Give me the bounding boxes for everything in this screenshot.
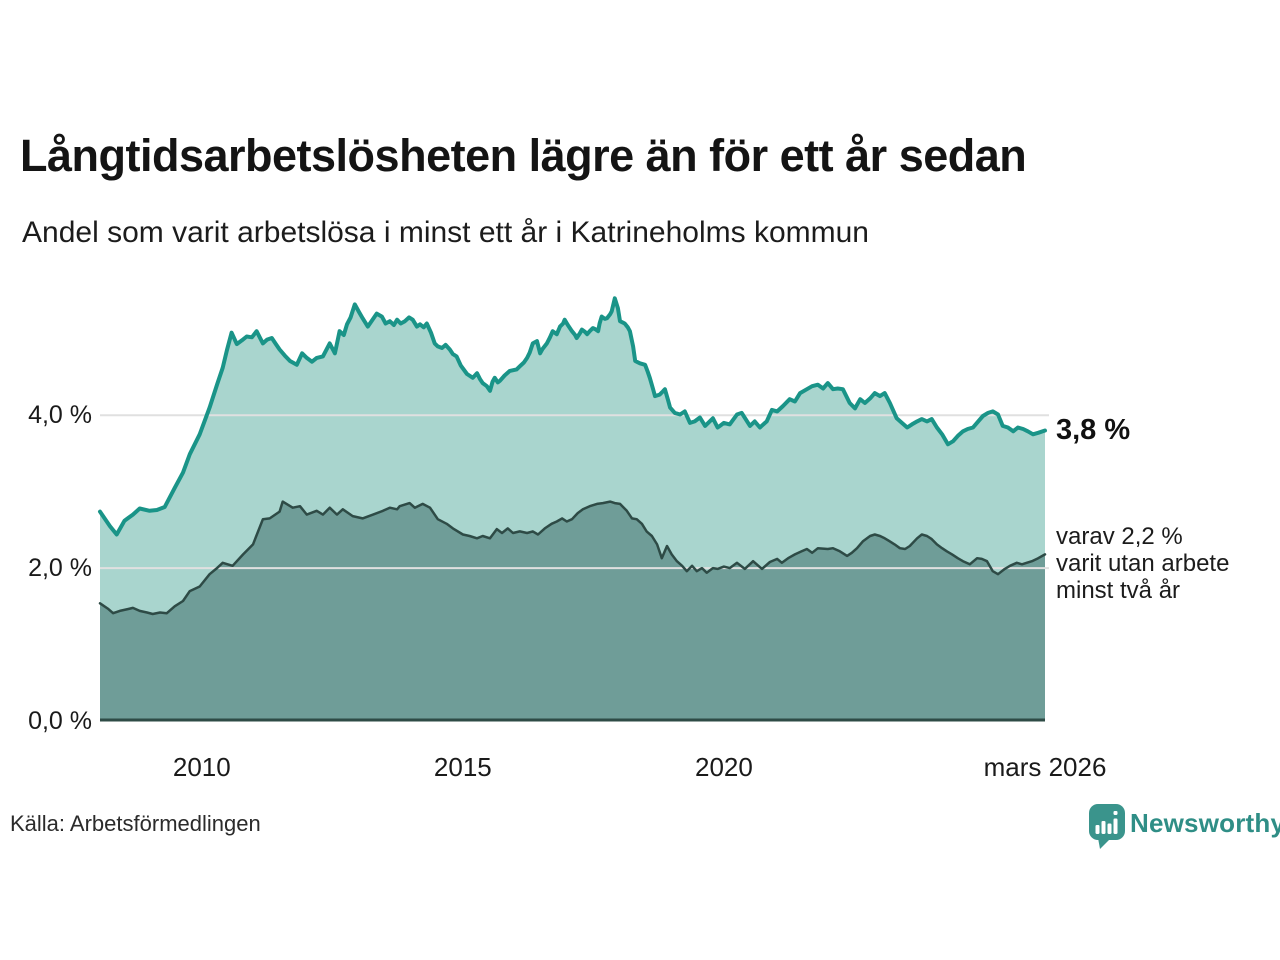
end-annotation-subset-line: varit utan arbete [1056, 550, 1230, 578]
x-axis-label: 2010 [172, 752, 231, 782]
y-axis-label: 4,0 % [28, 401, 92, 430]
newsworthy-logo-icon [1089, 804, 1125, 849]
chart-subtitle: Andel som varit arbetslösa i minst ett å… [22, 216, 869, 249]
end-annotation-subset-line: minst två år [1056, 577, 1181, 605]
x-axis-label: 2015 [433, 752, 492, 782]
chart-title: Långtidsarbetslösheten lägre än för ett … [20, 130, 1027, 181]
end-value-label-total: 3,8 % [1056, 413, 1131, 446]
y-axis-label: 0,0 % [28, 707, 92, 735]
x-axis-label: mars 2026 [983, 752, 1107, 782]
series-line-1 [98, 500, 1047, 616]
newsworthy-logo-text: Newsworthy [1130, 808, 1280, 838]
series-line-0 [98, 296, 1047, 537]
end-annotation-subset-line: varav 2,2 % [1056, 523, 1183, 551]
series-area-1 [100, 501, 1045, 721]
source-text: Källa: Arbetsförmedlingen [10, 811, 261, 836]
y-axis-label: 2,0 % [28, 554, 92, 583]
x-axis-label: 2020 [694, 752, 753, 782]
